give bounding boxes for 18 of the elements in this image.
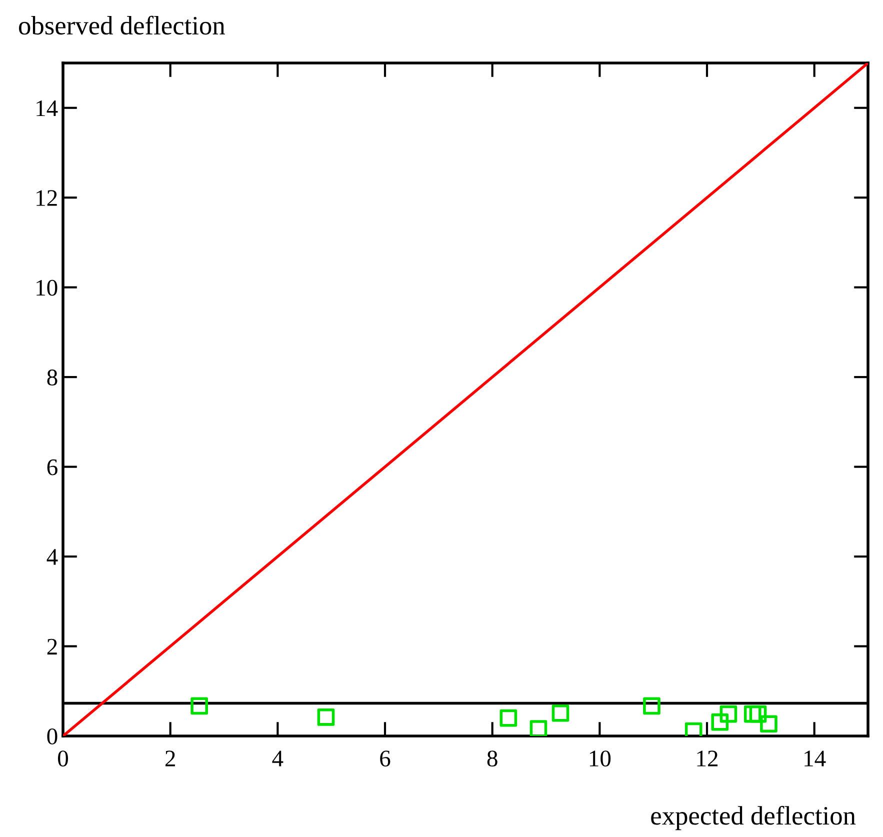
x-tick-label: 12 xyxy=(697,750,718,766)
x-tick-label: 10 xyxy=(590,750,611,767)
x-tick-label: 4 xyxy=(272,750,284,766)
x-axis-title: expected deflection xyxy=(651,806,856,830)
y-tick-label: 6 xyxy=(47,459,58,476)
y-tick-label: 12 xyxy=(36,190,57,206)
y-axis-title: observed deflection xyxy=(19,16,225,35)
x-tick-label: 6 xyxy=(380,750,390,767)
x-tick-label: 14 xyxy=(804,750,826,766)
y-tick-label: 14 xyxy=(36,100,58,116)
y-tick-label: 2 xyxy=(47,638,57,654)
y-tick-label: 8 xyxy=(47,370,58,386)
x-tick-label: 0 xyxy=(58,750,68,767)
x-tick-label: 2 xyxy=(165,750,175,766)
x-tick-label: 8 xyxy=(487,750,498,767)
y-tick-label: 4 xyxy=(46,549,58,565)
y-tick-label: 0 xyxy=(47,728,58,744)
y-tick-label: 10 xyxy=(36,280,58,296)
